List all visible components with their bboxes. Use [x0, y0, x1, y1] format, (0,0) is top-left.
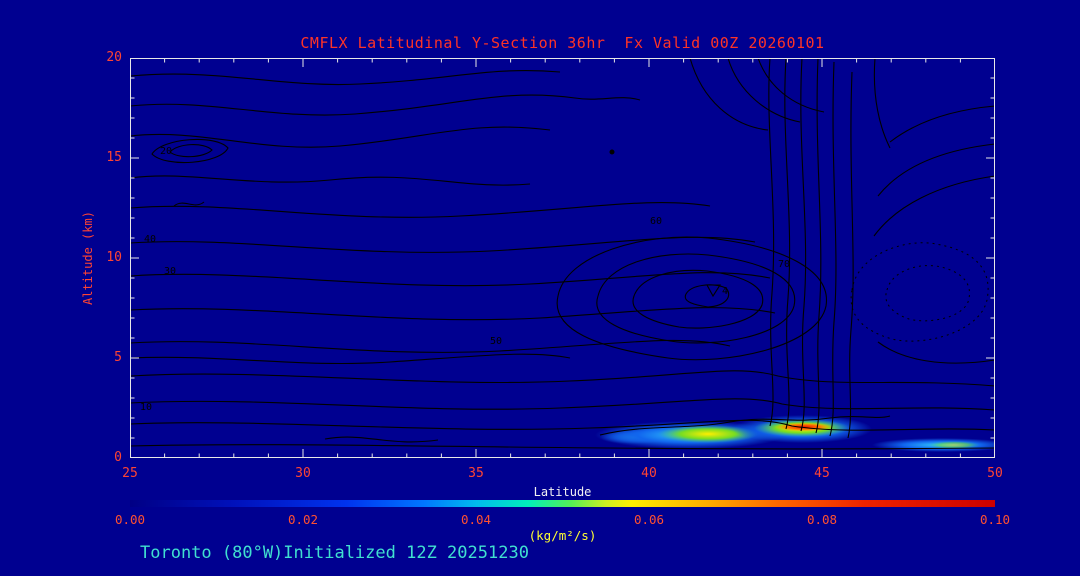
y-tick-label: 10 — [106, 250, 122, 265]
contour-plot-area: 40 30 20 60 50 70 4 10 — [130, 58, 995, 458]
colorbar-tick-label: 0.02 — [287, 512, 319, 527]
contour-label: 4 — [722, 286, 728, 297]
contour-label: 70 — [778, 259, 790, 270]
x-tick-label: 25 — [122, 466, 138, 481]
init-location-label: Toronto (80°W)Initialized 12Z 20251230 — [140, 543, 529, 563]
colorbar-gradient — [130, 500, 995, 507]
x-tick-label: 35 — [468, 466, 484, 481]
colorbar-units-label: (kg/m²/s) — [528, 528, 597, 543]
y-tick-label: 15 — [106, 150, 122, 165]
plot-title: CMFLX Latitudinal Y-Section 36hr Fx Vali… — [300, 34, 825, 52]
x-tick-label: 50 — [987, 466, 1003, 481]
colorbar-tick-label: 0.08 — [806, 512, 838, 527]
colorbar-tick-label: 0.00 — [114, 512, 146, 527]
plot-frame — [130, 58, 995, 458]
axis-ticks — [130, 58, 995, 458]
fill-blob-right-band-core — [928, 441, 980, 449]
contour-label: 10 — [140, 402, 152, 413]
y-tick-label: 5 — [114, 350, 122, 365]
contour-label: 40 — [144, 234, 156, 245]
y-tick-label: 20 — [106, 50, 122, 65]
x-tick-label: 40 — [641, 466, 657, 481]
x-tick-label: 30 — [295, 466, 311, 481]
contour-label: 60 — [650, 216, 662, 227]
small-closed-contour-dot — [609, 149, 615, 155]
contour-value-labels: 40 30 20 60 50 70 4 10 — [140, 146, 790, 413]
colorbar-tick-label: 0.06 — [633, 512, 665, 527]
x-tick-label: 45 — [814, 466, 830, 481]
contour-lines — [130, 58, 995, 450]
colorbar-tick-label: 0.04 — [460, 512, 492, 527]
colorbar-tick-label: 0.10 — [979, 512, 1011, 527]
x-axis-title: Latitude — [533, 485, 592, 499]
contour-label: 30 — [164, 266, 176, 277]
contour-label: 20 — [160, 146, 172, 157]
contour-label: 50 — [490, 336, 502, 347]
y-tick-label: 0 — [114, 450, 122, 465]
